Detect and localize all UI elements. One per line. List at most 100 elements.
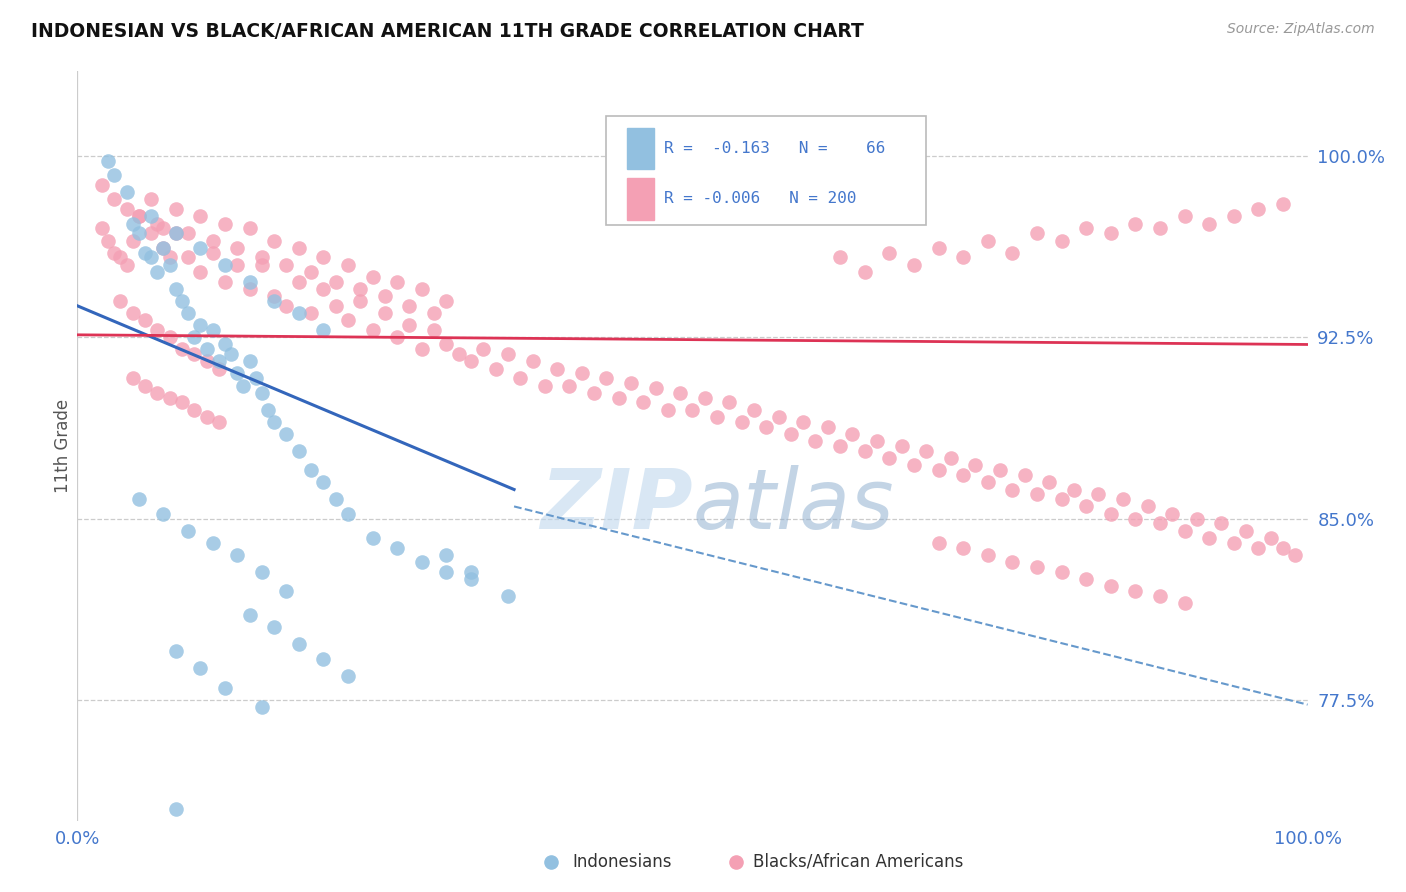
Point [731,415,754,429]
Point [208,361,231,376]
Point [299,265,322,279]
Point [385,275,409,289]
Point [263,415,285,429]
Point [1161,507,1184,521]
Point [952,251,974,265]
Point [214,258,236,272]
Point [250,565,273,579]
Point [718,395,741,409]
Point [165,282,187,296]
Point [115,185,138,199]
Point [165,644,187,658]
Point [276,426,298,441]
Point [263,293,285,308]
Point [952,468,974,483]
Point [103,245,125,260]
Point [977,234,1000,248]
Point [110,293,132,308]
Point [219,347,242,361]
Point [1223,210,1246,224]
Point [188,265,212,279]
Point [325,275,347,289]
Point [928,463,950,477]
FancyBboxPatch shape [606,116,927,225]
Point [460,565,482,579]
Text: Source: ZipAtlas.com: Source: ZipAtlas.com [1227,22,1375,37]
Point [1174,210,1197,224]
Point [159,391,181,405]
Point [152,221,174,235]
Point [1001,245,1024,260]
Point [214,681,236,695]
Point [103,193,125,207]
Point [226,241,249,255]
Point [1198,217,1220,231]
Point [423,323,446,337]
Point [841,426,863,441]
Point [1211,516,1233,531]
Point [195,354,218,368]
Point [349,282,371,296]
Point [1284,548,1306,562]
Point [1001,555,1024,569]
Point [165,227,187,241]
Point [1185,511,1208,525]
Point [965,458,987,473]
Point [141,227,163,241]
Point [657,402,679,417]
Point [239,354,262,368]
Point [385,330,409,344]
Point [312,323,335,337]
Point [188,661,212,675]
Point [436,337,458,351]
Point [644,381,666,395]
Point [188,210,212,224]
Point [226,367,249,381]
Point [121,371,143,385]
Point [977,548,1000,562]
Point [534,378,557,392]
Point [361,323,384,337]
Point [361,531,384,545]
Point [374,306,396,320]
Point [830,251,852,265]
Point [1149,221,1171,235]
Point [1136,500,1159,514]
Point [509,371,531,385]
Point [546,361,568,376]
Point [121,306,143,320]
Point [146,265,169,279]
Point [1038,475,1060,490]
Point [485,361,508,376]
Point [188,318,212,333]
Point [188,241,212,255]
Point [201,234,224,248]
Point [170,395,193,409]
Point [214,337,236,351]
Point [165,227,187,241]
Point [134,245,156,260]
Point [1026,227,1049,241]
Point [288,306,311,320]
Point [90,178,114,192]
Point [1001,483,1024,497]
Point [595,371,617,385]
Point [288,275,311,289]
Point [288,241,311,255]
Point [460,354,482,368]
Point [239,275,262,289]
Point [583,385,606,400]
Point [1174,524,1197,538]
Point [250,385,273,400]
Point [1076,572,1098,586]
Point [312,651,335,665]
Point [146,385,169,400]
Point [742,402,765,417]
Point [866,434,889,449]
Point [226,258,249,272]
Point [792,415,814,429]
Point [571,367,593,381]
Point [1099,227,1122,241]
Point [152,507,174,521]
Point [214,217,236,231]
